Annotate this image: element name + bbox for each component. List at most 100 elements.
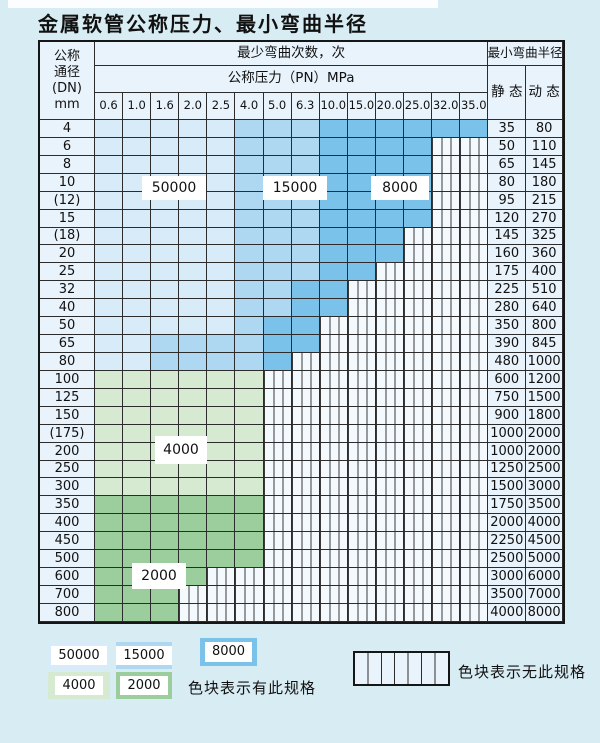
legend-has-spec-text: 色块表示有此规格: [188, 679, 317, 697]
no-spec-cell: [460, 317, 489, 336]
spec-cell-50000: [207, 281, 236, 300]
dn-cell: 65: [40, 335, 95, 353]
dynamic-value-cell: 215: [526, 191, 563, 210]
spec-cell-15000: [291, 263, 320, 282]
no-spec-cell: [347, 550, 376, 569]
no-spec-cell: [291, 568, 320, 586]
no-spec-cell: [404, 568, 433, 586]
dn-cell: 200: [40, 442, 95, 461]
spec-cell-8000: [347, 227, 376, 246]
pressure-tick: 15.0: [347, 93, 376, 120]
spec-cell-50000: [179, 137, 208, 156]
spec-cell-4000: [235, 478, 264, 497]
no-spec-cell: [319, 352, 348, 371]
spec-cell-2000: [151, 603, 180, 622]
no-spec-cell: [347, 585, 376, 604]
spec-cell-4000: [151, 388, 180, 407]
no-spec-cell: [432, 478, 461, 497]
no-spec-cell: [432, 514, 461, 533]
spec-cell-15000: [235, 352, 264, 371]
static-column-header: 静 态: [488, 66, 527, 120]
spec-cell-15000: [235, 120, 264, 138]
legend-no-spec-text: 色块表示无此规格: [458, 663, 587, 681]
no-spec-cell: [460, 352, 489, 371]
spec-cell-8000: [263, 335, 292, 353]
spec-cell-4000: [235, 370, 264, 389]
no-spec-cell: [460, 603, 489, 622]
dynamic-value-cell: 4500: [526, 532, 563, 551]
no-spec-cell: [319, 460, 348, 479]
no-spec-cell: [319, 568, 348, 586]
spec-cell-2000: [95, 496, 124, 515]
spec-cell-4000: [179, 460, 208, 479]
dynamic-value-cell: 3500: [526, 496, 563, 515]
spec-cell-50000: [179, 227, 208, 246]
no-spec-cell: [432, 281, 461, 300]
spec-cell-50000: [95, 227, 124, 246]
spec-cell-8000: [319, 173, 348, 192]
no-spec-cell: [235, 568, 264, 586]
spec-cell-50000: [207, 173, 236, 192]
spec-cell-15000: [263, 227, 292, 246]
no-spec-cell: [460, 370, 489, 389]
no-spec-cell: [460, 424, 489, 443]
spec-cell-4000: [95, 406, 124, 425]
no-spec-cell: [291, 478, 320, 497]
spec-cell-4000: [123, 442, 152, 461]
corner-line-2: 通径: [53, 65, 80, 80]
legend-swatch-2000: 2000: [116, 672, 172, 699]
dn-cell: (175): [40, 424, 95, 443]
spec-cell-2000: [179, 568, 208, 586]
spec-cell-50000: [207, 120, 236, 138]
no-spec-cell: [460, 173, 489, 192]
spec-cell-8000: [347, 137, 376, 156]
no-spec-cell: [375, 442, 405, 461]
spec-cell-50000: [95, 299, 124, 318]
spec-cell-4000: [123, 388, 152, 407]
no-spec-cell: [404, 514, 433, 533]
no-spec-cell: [207, 603, 236, 622]
no-spec-cell: [347, 603, 376, 622]
no-spec-cell: [432, 137, 461, 156]
no-spec-cell: [460, 263, 489, 282]
no-spec-cell: [460, 227, 489, 246]
no-spec-cell: [404, 227, 433, 246]
spec-cell-50000: [151, 137, 180, 156]
spec-cell-50000: [95, 335, 124, 353]
no-spec-cell: [375, 532, 405, 551]
no-spec-cell: [460, 137, 489, 156]
dynamic-value-cell: 2000: [526, 424, 563, 443]
no-spec-cell: [291, 460, 320, 479]
spec-cell-15000: [235, 191, 264, 210]
static-value-cell: 900: [488, 406, 527, 425]
spec-cell-8000: [263, 317, 292, 336]
dynamic-value-cell: 510: [526, 281, 563, 300]
dn-cell: 15: [40, 209, 95, 228]
no-spec-cell: [207, 568, 236, 586]
no-spec-cell: [347, 370, 376, 389]
spec-cell-50000: [95, 317, 124, 336]
spec-cell-2000: [95, 532, 124, 551]
spec-cell-50000: [123, 281, 152, 300]
pressure-tick: 1.0: [123, 93, 152, 120]
no-spec-cell: [375, 514, 405, 533]
spec-cell-50000: [95, 173, 124, 192]
dynamic-value-cell: 845: [526, 335, 563, 353]
corner-line-1: 公称: [53, 49, 80, 64]
spec-cell-50000: [151, 155, 180, 174]
no-spec-cell: [432, 442, 461, 461]
static-value-cell: 1500: [488, 478, 527, 497]
no-spec-cell: [347, 299, 376, 318]
no-spec-cell: [460, 155, 489, 174]
spec-cell-8000: [404, 137, 433, 156]
spec-cell-2000: [95, 514, 124, 533]
static-value-cell: 145: [488, 227, 527, 246]
no-spec-cell: [347, 478, 376, 497]
spec-cell-4000: [151, 406, 180, 425]
no-spec-cell: [319, 514, 348, 533]
no-spec-cell: [319, 442, 348, 461]
no-spec-cell: [263, 424, 292, 443]
pressure-tick: 10.0: [319, 93, 348, 120]
dynamic-value-cell: 1200: [526, 370, 563, 389]
spec-cell-15000: [263, 137, 292, 156]
